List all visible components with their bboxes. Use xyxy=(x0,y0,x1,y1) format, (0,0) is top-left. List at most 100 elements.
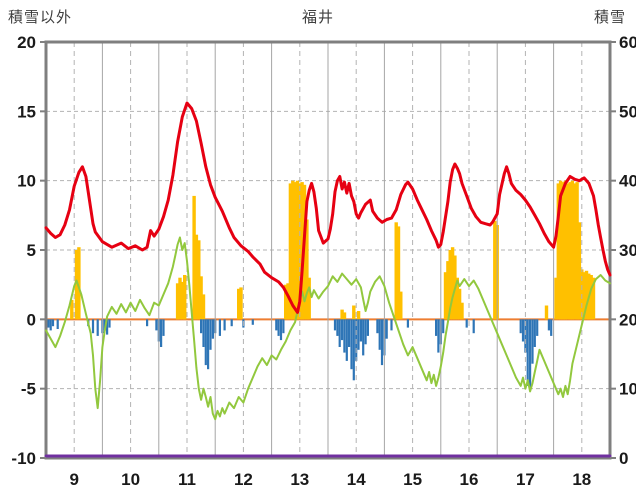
blue-bars xyxy=(162,319,165,336)
blue-bars xyxy=(350,319,353,370)
blue-bars xyxy=(204,319,207,366)
blue-bars xyxy=(251,319,254,325)
blue-bars xyxy=(357,319,360,350)
orange-bars xyxy=(74,250,79,320)
y-left-tick-label: 0 xyxy=(27,310,36,329)
blue-bars xyxy=(155,319,158,331)
orange-bars xyxy=(291,180,295,320)
blue-bars xyxy=(279,319,283,341)
orange-bars xyxy=(566,183,570,320)
blue-bars xyxy=(536,319,539,336)
orange-bars xyxy=(239,287,243,320)
orange-bars xyxy=(457,288,462,320)
chart-title: 福井 xyxy=(301,9,335,26)
blue-bars xyxy=(108,319,111,328)
blue-bars xyxy=(49,319,52,331)
blue-bars xyxy=(362,319,365,356)
orange-bars xyxy=(286,283,290,320)
blue-bars xyxy=(96,319,99,336)
orange-bars xyxy=(582,272,586,320)
orange-bars xyxy=(455,277,459,320)
x-tick-label: 12 xyxy=(234,470,253,489)
orange-bars xyxy=(307,277,311,320)
orange-bars xyxy=(399,291,403,320)
blue-bars xyxy=(437,319,440,353)
orange-bars xyxy=(77,247,81,320)
blue-bars xyxy=(146,319,149,327)
orange-bars xyxy=(342,312,347,320)
orange-bars xyxy=(568,182,572,320)
y-right-tick-label: 0 xyxy=(619,449,628,468)
orange-bars xyxy=(589,275,593,320)
blue-bars xyxy=(390,319,393,331)
blue-bars xyxy=(348,319,351,347)
orange-bars xyxy=(443,272,448,320)
y-right-tick-label: 30 xyxy=(619,241,636,260)
green-series xyxy=(45,236,611,421)
orange-bars xyxy=(563,180,567,320)
orange-bars xyxy=(201,294,206,320)
blue-bars xyxy=(160,319,163,347)
x-tick-label: 13 xyxy=(290,470,309,489)
orange-bars xyxy=(493,220,497,320)
y-left-tick-label: 5 xyxy=(27,241,36,260)
orange-bars xyxy=(180,281,184,320)
orange-bars xyxy=(352,305,356,320)
blue-bars xyxy=(51,319,55,327)
orange-bars xyxy=(577,222,582,320)
blue-bars xyxy=(56,319,59,329)
blue-bars xyxy=(275,319,278,331)
orange-bars xyxy=(450,247,455,320)
orange-bars xyxy=(460,302,464,320)
y-left-tick-label: -10 xyxy=(11,449,36,468)
blue-bars xyxy=(106,319,109,335)
blue-bars xyxy=(202,319,205,347)
blue-bars xyxy=(385,319,388,339)
blue-bars xyxy=(338,319,341,347)
blue-bars xyxy=(209,319,212,350)
blue-bars xyxy=(465,319,468,328)
blue-bars xyxy=(91,319,95,334)
blue-bars xyxy=(336,319,339,336)
y-right-tick-label: 50 xyxy=(619,102,636,121)
blue-bars xyxy=(200,319,203,334)
blue-bars xyxy=(282,319,285,334)
orange-bars xyxy=(293,182,297,320)
x-tick-label: 14 xyxy=(347,470,366,489)
orange-bars xyxy=(295,180,300,320)
blue-bars xyxy=(359,319,362,342)
blue-bars xyxy=(364,319,367,345)
orange-bars xyxy=(194,234,199,320)
x-tick-label: 15 xyxy=(403,470,422,489)
orange-bars xyxy=(178,277,182,320)
blue-bars xyxy=(376,319,379,334)
blue-bars xyxy=(378,319,381,350)
blue-bars xyxy=(531,319,534,364)
y-right-tick-label: 60 xyxy=(619,33,636,52)
blue-bars xyxy=(230,319,233,327)
blue-bars xyxy=(547,319,550,331)
y-left-tick-label: 20 xyxy=(17,33,36,52)
x-tick-label: 9 xyxy=(69,470,78,489)
orange-bars xyxy=(448,250,452,320)
x-tick-label: 16 xyxy=(460,470,479,489)
blue-bars xyxy=(218,319,221,336)
y-left-tick-label: -5 xyxy=(21,380,36,399)
orange-bars xyxy=(199,276,203,320)
orange-bars xyxy=(288,183,293,320)
orange-bars xyxy=(544,305,549,320)
temperature-red xyxy=(44,101,612,314)
y-right-tick-label: 20 xyxy=(619,310,636,329)
blue-bars xyxy=(223,319,226,331)
y-left-tick-label: 10 xyxy=(17,172,36,191)
orange-bars xyxy=(570,180,575,320)
orange-bars xyxy=(591,277,596,320)
orange-bars xyxy=(396,226,401,320)
blue-bars xyxy=(211,319,214,339)
blue-bars xyxy=(472,319,475,334)
orange-bars xyxy=(340,309,344,320)
blue-bars xyxy=(341,319,344,341)
x-tick-label: 11 xyxy=(178,470,196,489)
